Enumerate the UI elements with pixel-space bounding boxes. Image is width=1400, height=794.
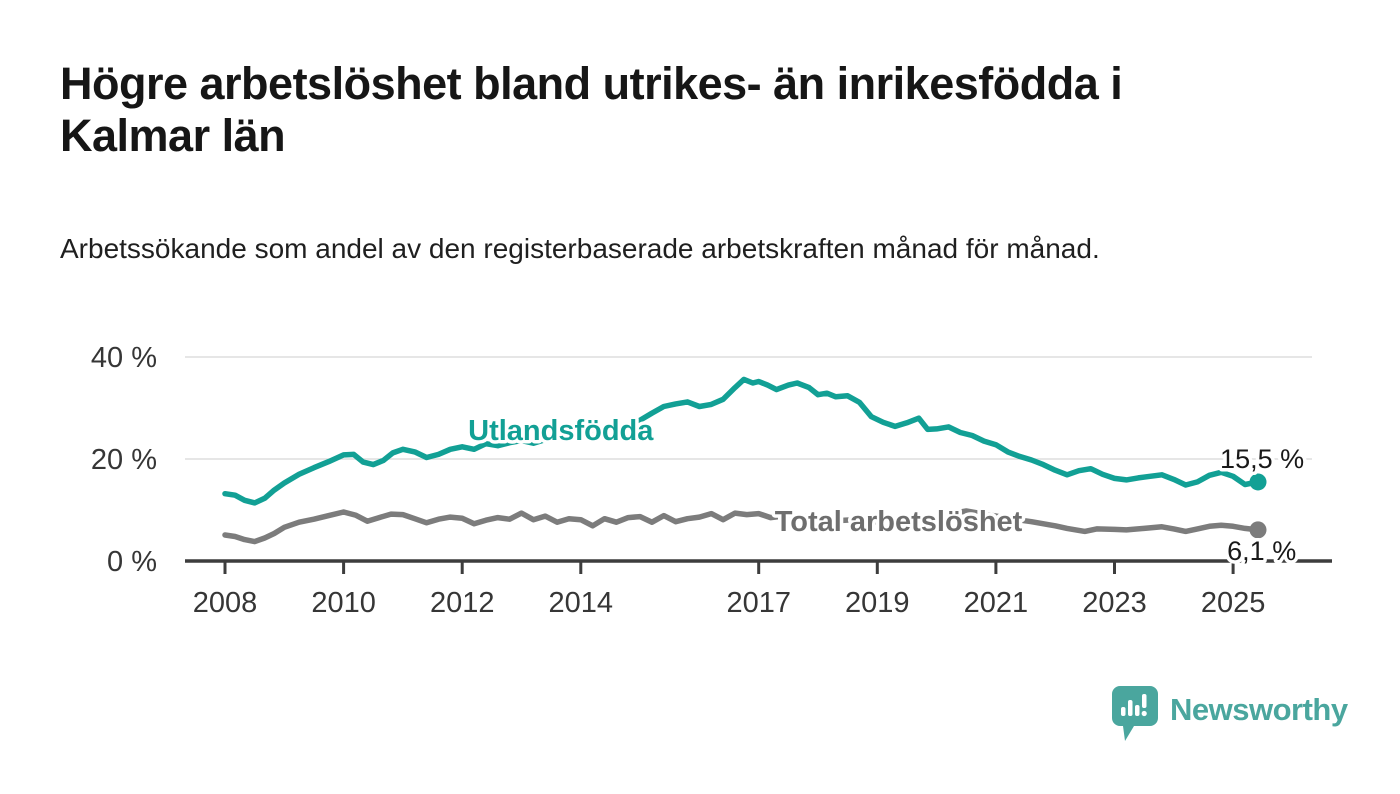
x-axis-label-2008: 2008 [193,587,258,619]
end-value-label-total: 6,1 % [1227,536,1296,566]
y-axis-label-40: 40 % [91,342,157,374]
series-line-utlandsfodda [222,376,1261,506]
chart-subtitle: Arbetssökande som andel av den registerb… [60,233,1100,264]
series-label-total: Total arbetslöshet [775,506,1023,538]
x-axis-label-2025: 2025 [1201,587,1266,619]
series-line-total [222,508,1261,545]
x-axis-label-2021: 2021 [964,587,1029,619]
x-axis-label-2010: 2010 [311,587,376,619]
newsworthy-brand-link[interactable]: Newsworthy [1112,686,1348,746]
end-value-label-utlandsfodda: 15,5 % [1220,444,1304,474]
brand-name: Newsworthy [1170,692,1348,727]
series-label-utlandsfodda: Utlandsfödda [468,415,654,447]
newsworthy-logo-icon [1112,686,1158,741]
x-axis-label-2012: 2012 [430,587,495,619]
y-axis-label-20: 20 % [91,444,157,476]
x-axis-label-2014: 2014 [549,587,614,619]
end-dot-total [1249,521,1267,539]
y-axis-label-0: 0 % [107,546,157,578]
logo-bar-chart-glyph [1121,694,1147,717]
page-title: Högre arbetslöshet bland utrikes- än inr… [60,58,1123,162]
x-axis-label-2023: 2023 [1082,587,1147,619]
x-axis-label-2017: 2017 [726,587,791,619]
end-dot-utlandsfodda [1249,473,1267,491]
x-axis-label-2019: 2019 [845,587,910,619]
